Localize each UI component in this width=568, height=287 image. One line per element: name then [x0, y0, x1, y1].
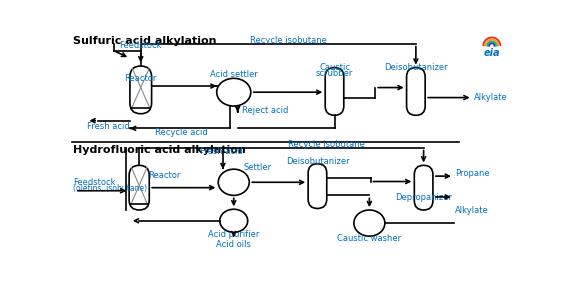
- Text: Reject acid: Reject acid: [241, 106, 288, 115]
- Text: Deisobutanizer: Deisobutanizer: [384, 63, 448, 72]
- Text: Feedstock: Feedstock: [119, 42, 161, 51]
- FancyBboxPatch shape: [129, 165, 149, 210]
- Text: Acid settler: Acid settler: [210, 70, 258, 79]
- Ellipse shape: [220, 209, 248, 232]
- Text: Reactor: Reactor: [148, 171, 181, 180]
- Text: Recycle isobutane: Recycle isobutane: [289, 140, 365, 149]
- Ellipse shape: [218, 169, 249, 195]
- Text: Deisobutanizer: Deisobutanizer: [286, 157, 349, 166]
- Text: Hydrofluoric acid alkylation: Hydrofluoric acid alkylation: [73, 145, 246, 155]
- FancyBboxPatch shape: [414, 165, 433, 210]
- Text: eia: eia: [483, 48, 500, 58]
- Text: Acid oils: Acid oils: [216, 240, 251, 249]
- Text: (olefins, isobutane): (olefins, isobutane): [73, 184, 148, 193]
- FancyBboxPatch shape: [407, 67, 425, 115]
- Text: Feedstock: Feedstock: [73, 178, 116, 187]
- Ellipse shape: [354, 210, 385, 236]
- Text: Propane: Propane: [456, 169, 490, 178]
- FancyBboxPatch shape: [308, 164, 327, 208]
- Text: Caustic: Caustic: [319, 63, 350, 72]
- Text: scrubber: scrubber: [316, 69, 353, 78]
- Text: Settler: Settler: [243, 163, 271, 172]
- FancyBboxPatch shape: [325, 67, 344, 115]
- Text: Fresh acid: Fresh acid: [87, 122, 130, 131]
- Text: Depropanizer: Depropanizer: [395, 193, 452, 202]
- Text: Reactor: Reactor: [124, 74, 156, 83]
- Text: Alkylate: Alkylate: [474, 93, 508, 102]
- Text: Recycle isobutane: Recycle isobutane: [249, 36, 327, 45]
- Text: Caustic washer: Caustic washer: [337, 234, 402, 243]
- Text: Fresh acid: Fresh acid: [200, 147, 243, 156]
- Text: Recycle acid: Recycle acid: [156, 128, 208, 137]
- Text: Alkylate: Alkylate: [456, 206, 489, 215]
- Text: Sulfuric acid alkylation: Sulfuric acid alkylation: [73, 36, 217, 46]
- Text: Acid purifier: Acid purifier: [208, 230, 260, 239]
- FancyBboxPatch shape: [130, 66, 152, 114]
- Ellipse shape: [217, 78, 251, 106]
